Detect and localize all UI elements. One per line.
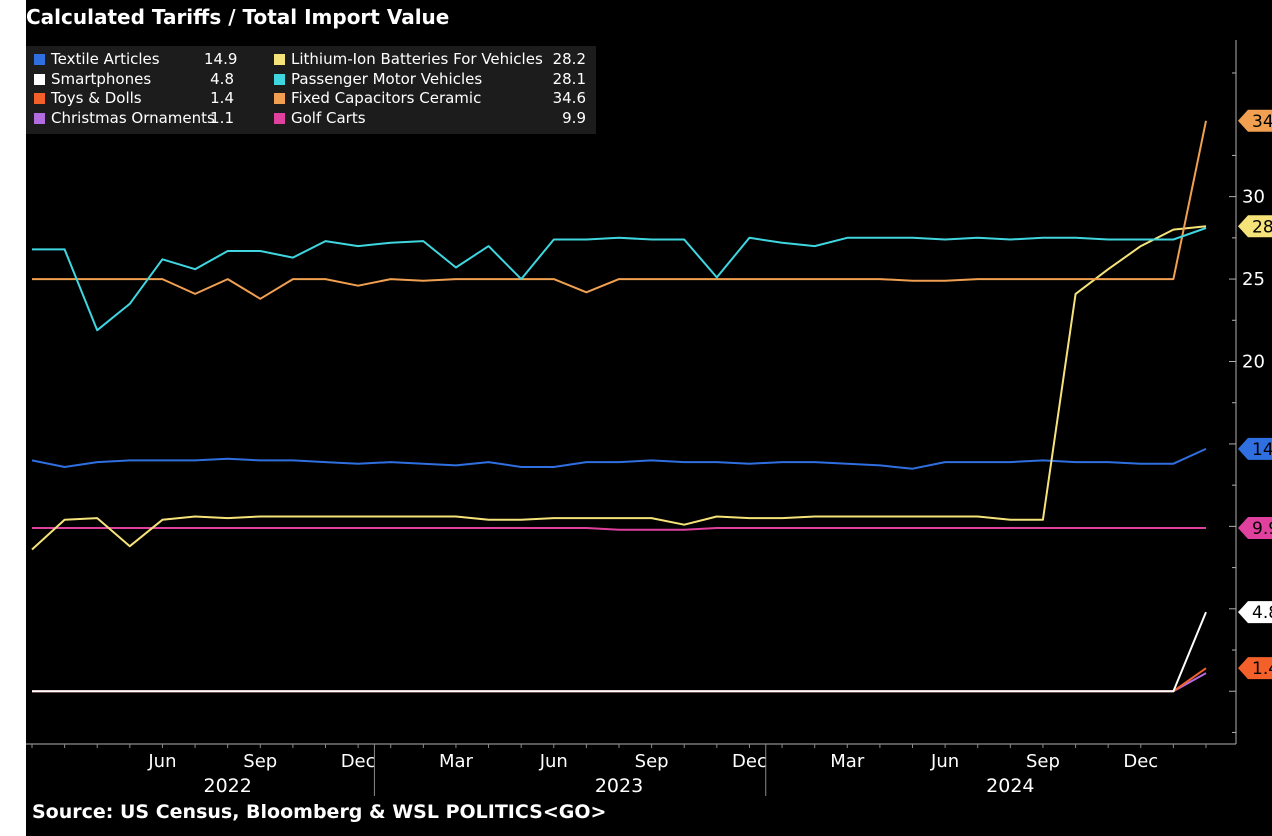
y-tick-label: 25 <box>1242 269 1265 290</box>
end-label-tag <box>1238 437 1272 460</box>
x-tick-label: Jun <box>147 751 176 772</box>
legend-label: Passenger Motor Vehicles <box>291 70 483 88</box>
plot-area: 30 25 20 Jun Sep Dec Mar Jun Sep Dec Mar Jun Sep Dec 2… <box>26 40 1272 797</box>
end-label-text: 9.9 <box>1252 519 1272 539</box>
x-tick-label: Sep <box>635 751 669 772</box>
end-label: 28 <box>1238 215 1272 237</box>
legend-label: Christmas Ornaments <box>51 109 215 127</box>
legend-swatch-toys-dolls <box>34 93 45 104</box>
series-line <box>31 225 1207 551</box>
end-label-tag <box>1238 601 1272 624</box>
year-label: 2024 <box>986 775 1034 797</box>
end-label: 34 <box>1238 109 1272 132</box>
end-label-text: 28 <box>1252 217 1272 237</box>
legend-value: 14.9 <box>204 50 238 68</box>
series-line <box>32 611 1207 693</box>
y-tick-label: 30 <box>1242 187 1265 208</box>
legend-value: 28.2 <box>552 50 586 68</box>
series-line <box>32 120 1207 300</box>
legend-swatch-christmas-ornaments <box>34 113 45 124</box>
x-tick-label: Dec <box>341 751 376 772</box>
x-tick-label: Mar <box>830 751 865 772</box>
legend-value: 4.8 <box>210 70 234 88</box>
legend-label: Smartphones <box>51 70 152 88</box>
legend-value: 1.4 <box>210 89 234 107</box>
legend-label: Golf Carts <box>291 109 366 127</box>
x-tick-label: Dec <box>1123 751 1158 772</box>
end-label: 1.4 <box>1238 657 1272 679</box>
end-label-text: 34 <box>1252 112 1272 132</box>
end-label-text: 4.8 <box>1252 603 1272 623</box>
legend-swatch-fixed-capacitors-ceramic <box>274 93 285 104</box>
end-label-tag <box>1238 517 1272 540</box>
end-label: 4.8 <box>1238 601 1272 623</box>
legend-value: 28.1 <box>552 70 586 88</box>
legend-item-fixed-capacitors-ceramic: Fixed Capacitors Ceramic 34.6 <box>274 89 590 108</box>
series-line <box>32 527 1206 531</box>
chart-title: Calculated Tariffs / Total Import Value <box>26 5 450 29</box>
legend: Textile Articles 14.9 Smartphones 4.8 To… <box>26 46 596 134</box>
legend-item-passenger-motor-vehicles: Passenger Motor Vehicles 28.1 <box>274 70 590 89</box>
end-label: 14 <box>1238 437 1272 460</box>
x-tick-label: Mar <box>439 751 474 772</box>
legend-item-golf-carts: Golf Carts 9.9 <box>274 109 590 128</box>
end-label-text: 1.4 <box>1252 659 1272 679</box>
x-tick-label: Dec <box>732 751 767 772</box>
source-line: Source: US Census, Bloomberg & WSL POLIT… <box>32 801 607 823</box>
legend-swatch-golf-carts <box>274 113 285 124</box>
year-label: 2023 <box>595 775 643 797</box>
legend-swatch-smartphones <box>34 74 45 85</box>
x-tick-label: Jun <box>539 751 568 772</box>
x-tick-label: Sep <box>243 751 277 772</box>
legend-swatch-lithium-ion-batteries <box>274 54 285 65</box>
legend-item-smartphones: Smartphones 4.8 <box>34 70 244 89</box>
end-label-tag <box>1238 215 1272 238</box>
legend-label: Lithium-Ion Batteries For Vehicles <box>291 50 543 68</box>
legend-item-lithium-ion-batteries: Lithium-Ion Batteries For Vehicles 28.2 <box>274 50 590 69</box>
legend-label: Toys & Dolls <box>51 89 142 107</box>
legend-value: 9.9 <box>562 109 586 127</box>
legend-item-textile-articles: Textile Articles 14.9 <box>34 50 244 69</box>
x-tick-label: Jun <box>930 751 959 772</box>
legend-item-toys-dolls: Toys & Dolls 1.4 <box>34 89 244 108</box>
legend-value: 34.6 <box>552 89 586 107</box>
year-label: 2022 <box>203 775 251 797</box>
legend-value: 1.1 <box>210 109 234 127</box>
legend-label: Textile Articles <box>51 50 160 68</box>
series-line <box>32 667 1207 693</box>
end-label-tag <box>1238 109 1272 132</box>
series-line <box>32 672 1207 693</box>
end-label: 9.9 <box>1238 517 1272 540</box>
y-tick-label: 20 <box>1242 351 1265 372</box>
series-line <box>32 227 1207 332</box>
legend-swatch-textile-articles <box>34 54 45 65</box>
legend-item-christmas-ornaments: Christmas Ornaments 1.1 <box>34 109 244 128</box>
chart-panel: Calculated Tariffs / Total Import Value … <box>26 0 1272 836</box>
legend-swatch-passenger-motor-vehicles <box>274 74 285 85</box>
series-line <box>31 447 1207 470</box>
x-tick-label: Sep <box>1026 751 1060 772</box>
legend-label: Fixed Capacitors Ceramic <box>291 89 482 107</box>
end-label-text: 14 <box>1252 440 1272 460</box>
end-label-tag <box>1238 657 1272 680</box>
